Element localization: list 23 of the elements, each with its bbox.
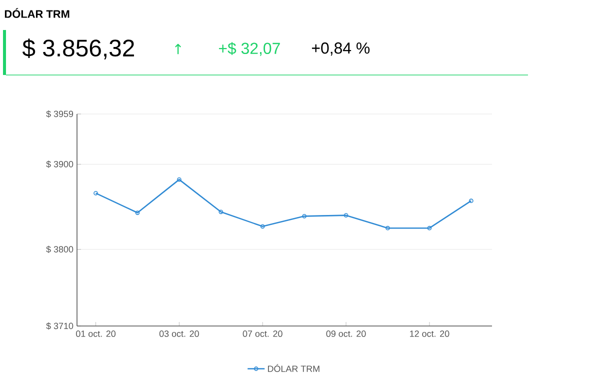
x-tick-label: 01 oct. 20	[76, 330, 116, 337]
x-tick-label: 12 oct. 20	[410, 330, 450, 337]
point	[218, 210, 224, 214]
x-tick-label: 07 oct. 20	[242, 330, 282, 337]
point	[427, 226, 432, 230]
y-tick-label: $ 3900	[46, 160, 74, 168]
y-tick-label: $ 3959	[46, 110, 74, 118]
y-tick-label: $ 3710	[46, 322, 74, 330]
point	[344, 213, 348, 218]
x-tick-label: 03 oct. 20	[159, 330, 199, 337]
chart-title: DÓLAR TRM	[4, 8, 70, 18]
text: +$ 32,07	[218, 42, 280, 56]
text: ↑	[175, 44, 182, 54]
point	[260, 224, 265, 229]
point	[177, 177, 182, 182]
chart-subtitle: $ 3.856,32	[22, 38, 134, 60]
legend-label: DÓLAR TRM	[268, 364, 320, 372]
x-tick-label: 09 oct. 20	[326, 330, 366, 337]
text: +0,84 %	[312, 42, 370, 56]
point	[302, 214, 307, 218]
point	[135, 210, 140, 215]
point	[386, 226, 390, 230]
y-tick-label: $ 3800	[46, 246, 74, 254]
